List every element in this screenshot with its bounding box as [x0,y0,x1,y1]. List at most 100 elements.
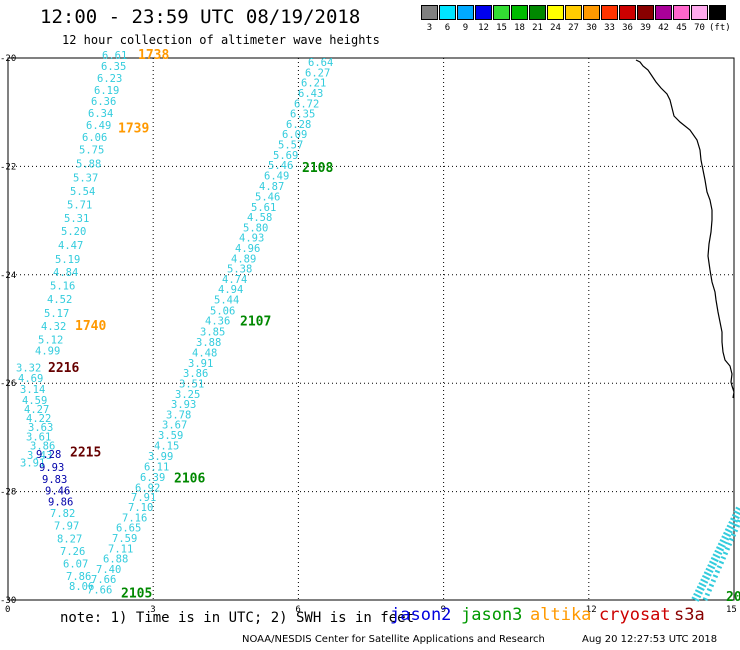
wave-height-value: 5.46 [255,192,280,204]
wave-height-value: 5.37 [73,173,98,185]
legend-swatch [529,5,546,20]
wave-height-value: 6.72 [294,98,319,110]
track-t2108: 6.646.276.216.436.726.356.286.095.575.69… [205,57,333,328]
wave-height-value: 6.09 [282,129,307,141]
wave-height-value: 3.25 [175,389,200,401]
wave-height-value: 3.61 [26,432,51,444]
wave-height-value: 6.64 [308,57,333,69]
wave-height-value: 7.40 [96,564,121,576]
wave-height-value: 6.06 [82,132,107,144]
wave-height-value: 4.87 [259,181,284,193]
wave-height-value: 3.51 [179,379,204,391]
wave-height-value: 6.27 [305,67,330,79]
wave-height-value: 5.71 [67,200,92,212]
map-frame [7,57,735,601]
track-t2216: 9.289.939.839.469.86 2216 [36,361,79,509]
legend-jason3: jason3 [461,605,523,625]
y-tick-label: -20 [0,54,16,64]
legend-swatch [565,5,582,20]
wave-height-value: 3.86 [183,368,208,380]
wave-height-value: 4.74 [222,274,247,286]
wave-height-value: 6.35 [101,61,126,73]
wave-height-value: 7.26 [60,546,85,558]
wave-height-value: 3.32 [16,362,41,374]
legend-swatch [619,5,636,20]
legend-label: 21 [532,23,543,33]
wave-height-value: 5.54 [70,186,95,198]
wave-height-value: 6.39 [140,472,165,484]
wave-height-value: 9.28 [36,449,61,461]
wave-height-value: 7.16 [122,512,147,524]
wave-height-value: 7.10 [128,502,153,514]
wave-height-value: 6.28 [286,119,311,131]
wave-height-value: 5.06 [210,305,235,317]
grid-lines [8,58,734,600]
legend-swatch [457,5,474,20]
legend-swatch [637,5,654,20]
wave-height-value: 6.49 [86,120,111,132]
wave-height-value: 6.49 [264,170,289,182]
wave-height-value: 5.44 [214,295,239,307]
wave-height-value: 6.34 [88,108,113,120]
credit-line: NOAA/NESDIS Center for Satellite Applica… [242,634,545,645]
track-t2107: 3.853.884.483.913.863.513.253.933.783.67… [140,315,271,484]
y-tick-label: -30 [0,596,16,606]
wave-height-value: 4.22 [26,413,51,425]
x-tick-label: 9 [441,605,446,615]
y-tick-label: -28 [0,488,16,498]
wave-height-value: 6.92 [135,483,160,495]
page-title: 12:00 - 23:59 UTC 08/19/2018 [40,6,361,28]
y-tick-label: -26 [0,379,16,389]
wave-height-value: 5.46 [268,160,293,172]
legend-label: 70 [694,23,705,33]
corner-track: 20 [691,506,740,605]
wave-height-value: 8.06 [69,581,94,593]
wave-height-value: 9.83 [42,474,67,486]
y-tick-label: -24 [0,271,16,281]
wave-height-value: 7.66 [91,574,116,586]
wave-height-value: 3.78 [166,409,191,421]
x-tick-label: 6 [295,605,300,615]
wave-height-value: 4.69 [18,373,43,385]
axis-ticks: 0 3 6 9 12 15 -20 -22 -24 -26 -28 -30 [0,54,737,615]
legend-jason2: jason2 [390,605,452,625]
wave-height-value: 4.94 [218,284,243,296]
wave-height-value: 9.86 [48,497,73,509]
page-subtitle: 12 hour collection of altimeter wave hei… [62,33,380,47]
legend-swatch [709,5,726,20]
legend-swatch [583,5,600,20]
legend-swatch [691,5,708,20]
wave-height-value: 7.91 [131,492,156,504]
wave-height-value: 6.11 [144,461,169,473]
track-t1738: 6.616.356.236.196.366.346.496.065.75 5.88… [35,48,169,357]
legend-swatch [673,5,690,20]
generated-timestamp: Aug 20 12:27:53 UTC 2018 [582,634,718,645]
wave-height-value: 3.59 [158,430,183,442]
legend-label: 6 [444,23,451,33]
track-t2105: 2105 [121,586,152,601]
wave-height-value: 5.75 [79,144,104,156]
wave-height-value: 5.17 [44,308,69,320]
wave-height-value: 5.16 [50,280,75,292]
track-time-label: 1739 [118,121,149,136]
wave-height-value: 3.67 [162,420,187,432]
wave-height-value: 4.96 [235,243,260,255]
wave-height-value: 4.47 [58,240,83,252]
legend-swatch [475,5,492,20]
wave-height-value: 5.88 [76,158,101,170]
track-time-label: 2215 [70,445,101,460]
wave-height-value: 6.35 [290,109,315,121]
legend-label: (ft) [709,23,731,33]
wave-height-value: 4.84 [53,267,78,279]
wave-height-value: 4.89 [231,253,256,265]
wave-height-value: 4.93 [239,233,264,245]
legend-swatch [421,5,438,20]
wave-height-value: 7.82 [50,508,75,520]
x-tick-label: 12 [586,605,597,615]
track-time-label: 2105 [121,586,152,601]
legend-label: 45 [676,23,687,33]
wave-height-value: 3.91 [20,458,45,470]
wave-height-value: 8.27 [57,534,82,546]
track-time-label: 2106 [174,471,205,486]
